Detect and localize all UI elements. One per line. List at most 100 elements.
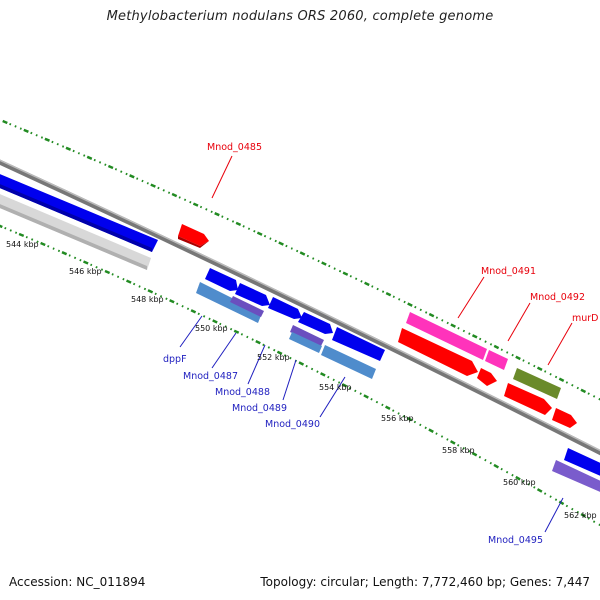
ring-dot: [4, 226, 7, 230]
ring-dot: [219, 322, 222, 326]
feature-blue-left-shade: [0, 184, 152, 252]
ring-dot: [167, 191, 171, 194]
ring-dot: [68, 254, 71, 257]
ring-dot: [489, 461, 492, 465]
label-dppF: dppF: [163, 354, 187, 365]
ring-dot: [122, 277, 125, 281]
ring-dot: [278, 241, 284, 246]
ring-dot: [86, 155, 93, 160]
ring-dot: [478, 337, 482, 341]
ring-dot: [274, 239, 277, 243]
ring-dot: [306, 254, 309, 258]
ring-dot: [192, 202, 199, 207]
ring-dot: [159, 295, 163, 298]
ring-dot: [471, 451, 478, 457]
ring-dot: [493, 463, 500, 469]
feature-purple-2: [290, 325, 324, 346]
ring-dot: [527, 362, 531, 365]
ring-dot: [30, 238, 34, 241]
ring-dot: [462, 329, 466, 333]
ring-dot: [276, 350, 283, 356]
label-mnod-0488: Mnod_0488: [215, 387, 270, 398]
ring-dot: [348, 386, 352, 390]
ring-dot: [157, 186, 160, 190]
ring-dot: [208, 317, 211, 321]
ring-dot: [571, 507, 574, 511]
feature-red-long: [398, 328, 478, 376]
ring-dot: [337, 381, 341, 384]
ring-dot: [285, 244, 288, 248]
ring-dot: [233, 329, 240, 334]
ring-dot: [231, 220, 235, 223]
ring-dot: [212, 319, 218, 324]
ring-dot: [354, 277, 358, 281]
ring-dot: [327, 375, 330, 379]
ring-dot: [0, 224, 3, 229]
ring-dot: [392, 295, 395, 298]
ring-dot: [83, 260, 89, 265]
map-title: Methylobacterium nodulans ORS 2060, comp…: [106, 9, 494, 24]
ring-dot: [107, 164, 114, 170]
ring-dot: [506, 351, 509, 354]
ring-dot: [25, 235, 28, 239]
ring-dot: [143, 287, 147, 291]
ring-dot: [169, 299, 175, 304]
feature-grey-left: [0, 194, 151, 270]
ring-dot: [77, 152, 80, 155]
ring-dot: [104, 163, 107, 166]
kbp-label: 552 kbp: [257, 353, 290, 362]
ring-dot: [467, 449, 471, 453]
ring-dot: [536, 488, 543, 493]
ring-dot: [226, 217, 229, 221]
ring-dot: [364, 281, 370, 287]
ring-dot: [178, 196, 181, 199]
ring-dot: [120, 170, 123, 173]
ring-dot: [363, 394, 369, 399]
ring-dot: [47, 245, 50, 248]
feature-steelblue-1: [196, 282, 262, 323]
genome-backbone-highlight: [0, 159, 600, 452]
ring-dot: [354, 389, 357, 393]
ring-dot: [56, 142, 59, 146]
ring-dot: [299, 251, 306, 256]
ring-dot: [147, 289, 154, 294]
ring-dot: [186, 307, 190, 310]
ring-dot: [576, 510, 579, 514]
ring-dot: [381, 403, 384, 407]
ring-dot: [125, 172, 128, 176]
ring-dot: [554, 498, 558, 501]
ring-dot: [576, 386, 579, 390]
ring-dot: [283, 354, 287, 357]
ring-dot: [35, 134, 38, 137]
ring-dot: [116, 275, 120, 279]
ring-dot: [385, 405, 391, 411]
ring-dot: [392, 409, 395, 412]
ring-dot: [298, 361, 305, 366]
ring-dot: [23, 128, 29, 133]
ring-dot: [221, 215, 224, 218]
ring-dot: [317, 259, 320, 263]
ring-dot: [511, 473, 514, 477]
ring-dot: [457, 327, 460, 330]
kbp-label: 560 kbp: [503, 478, 536, 487]
ring-dot: [543, 492, 547, 495]
ring-dot: [154, 292, 157, 296]
ring-dot: [251, 338, 254, 341]
ring-dot: [61, 145, 65, 148]
ring-dot: [587, 517, 590, 520]
ring-dot: [565, 381, 569, 384]
ring-dot: [484, 458, 487, 462]
ring-dot: [229, 327, 233, 331]
feature-purple-1: [230, 296, 264, 317]
ring-dot: [527, 483, 530, 486]
kbp-label: 548 kbp: [131, 295, 164, 304]
ring-dot: [162, 189, 165, 192]
ring-dot: [500, 467, 503, 471]
label-mnod-0489: Mnod_0489: [232, 403, 287, 414]
ring-dot: [141, 179, 144, 183]
label-leaders: [179, 155, 573, 533]
ring-dot: [100, 268, 104, 271]
ring-dot: [210, 210, 213, 214]
ring-dot: [580, 513, 587, 518]
